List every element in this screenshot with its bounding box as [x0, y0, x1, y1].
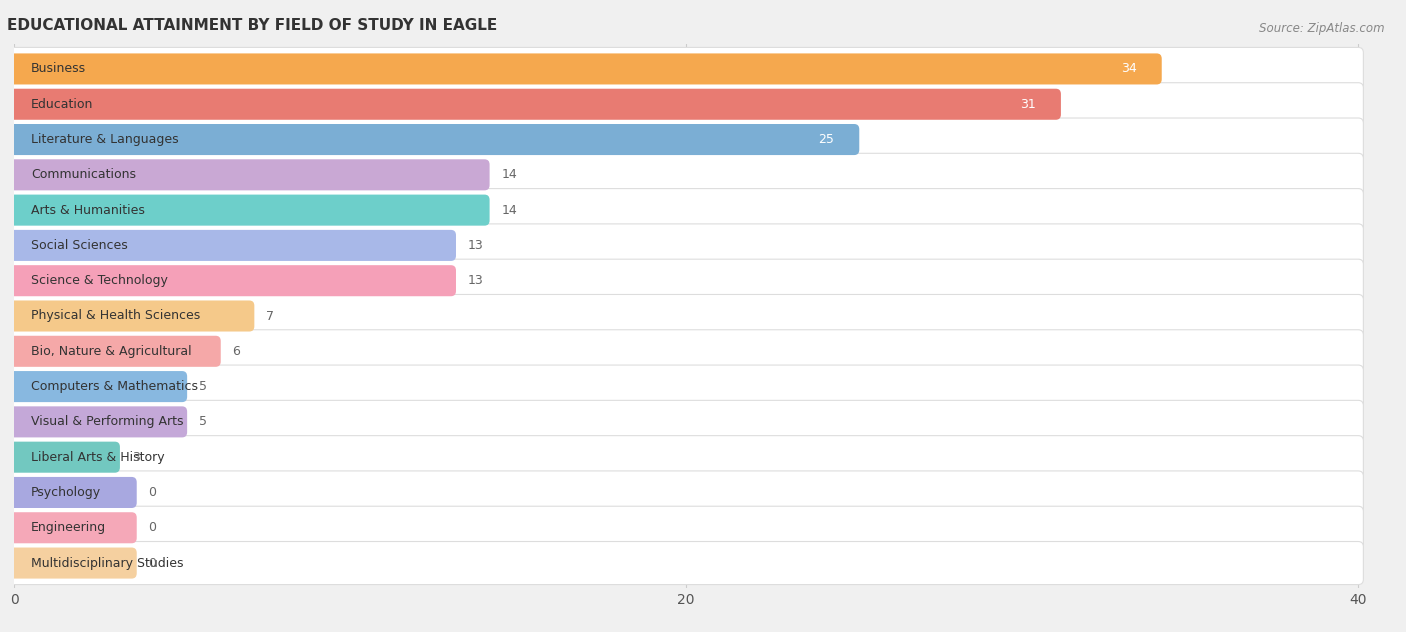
Text: Education: Education	[31, 98, 93, 111]
Text: 34: 34	[1121, 63, 1136, 75]
Text: Arts & Humanities: Arts & Humanities	[31, 204, 145, 217]
FancyBboxPatch shape	[8, 83, 1364, 126]
FancyBboxPatch shape	[8, 154, 1364, 197]
Text: 0: 0	[149, 557, 156, 569]
FancyBboxPatch shape	[8, 547, 136, 578]
Text: Communications: Communications	[31, 168, 136, 181]
FancyBboxPatch shape	[8, 265, 456, 296]
FancyBboxPatch shape	[8, 124, 859, 155]
Text: 5: 5	[198, 415, 207, 428]
FancyBboxPatch shape	[8, 371, 187, 402]
Text: 14: 14	[502, 168, 517, 181]
Text: Physical & Health Sciences: Physical & Health Sciences	[31, 310, 200, 322]
Text: Liberal Arts & History: Liberal Arts & History	[31, 451, 165, 464]
FancyBboxPatch shape	[8, 118, 1364, 161]
Text: 14: 14	[502, 204, 517, 217]
Text: 25: 25	[818, 133, 834, 146]
Text: 13: 13	[468, 239, 484, 252]
Text: Multidisciplinary Studies: Multidisciplinary Studies	[31, 557, 183, 569]
FancyBboxPatch shape	[8, 471, 1364, 514]
FancyBboxPatch shape	[8, 477, 136, 508]
Text: 7: 7	[266, 310, 274, 322]
FancyBboxPatch shape	[8, 159, 489, 190]
Text: Literature & Languages: Literature & Languages	[31, 133, 179, 146]
Text: Social Sciences: Social Sciences	[31, 239, 128, 252]
FancyBboxPatch shape	[8, 406, 187, 437]
Text: Business: Business	[31, 63, 86, 75]
FancyBboxPatch shape	[8, 88, 1062, 120]
FancyBboxPatch shape	[8, 330, 1364, 373]
Text: Computers & Mathematics: Computers & Mathematics	[31, 380, 198, 393]
Text: 3: 3	[132, 451, 139, 464]
FancyBboxPatch shape	[8, 188, 1364, 232]
Text: 6: 6	[232, 345, 240, 358]
FancyBboxPatch shape	[8, 195, 489, 226]
FancyBboxPatch shape	[8, 259, 1364, 302]
Text: Source: ZipAtlas.com: Source: ZipAtlas.com	[1260, 22, 1385, 35]
Text: Visual & Performing Arts: Visual & Performing Arts	[31, 415, 183, 428]
FancyBboxPatch shape	[8, 230, 456, 261]
Text: 13: 13	[468, 274, 484, 287]
FancyBboxPatch shape	[8, 47, 1364, 90]
Text: Psychology: Psychology	[31, 486, 101, 499]
Text: EDUCATIONAL ATTAINMENT BY FIELD OF STUDY IN EAGLE: EDUCATIONAL ATTAINMENT BY FIELD OF STUDY…	[7, 18, 498, 33]
FancyBboxPatch shape	[8, 54, 1161, 85]
FancyBboxPatch shape	[8, 506, 1364, 549]
Text: 5: 5	[198, 380, 207, 393]
FancyBboxPatch shape	[8, 365, 1364, 408]
FancyBboxPatch shape	[8, 512, 136, 544]
FancyBboxPatch shape	[8, 295, 1364, 337]
Text: Science & Technology: Science & Technology	[31, 274, 167, 287]
FancyBboxPatch shape	[8, 442, 120, 473]
FancyBboxPatch shape	[8, 336, 221, 367]
Text: Bio, Nature & Agricultural: Bio, Nature & Agricultural	[31, 345, 191, 358]
Text: 0: 0	[149, 486, 156, 499]
Text: 31: 31	[1019, 98, 1036, 111]
FancyBboxPatch shape	[8, 542, 1364, 585]
Text: Engineering: Engineering	[31, 521, 105, 534]
FancyBboxPatch shape	[8, 435, 1364, 478]
FancyBboxPatch shape	[8, 224, 1364, 267]
FancyBboxPatch shape	[8, 400, 1364, 444]
Text: 0: 0	[149, 521, 156, 534]
FancyBboxPatch shape	[8, 300, 254, 332]
